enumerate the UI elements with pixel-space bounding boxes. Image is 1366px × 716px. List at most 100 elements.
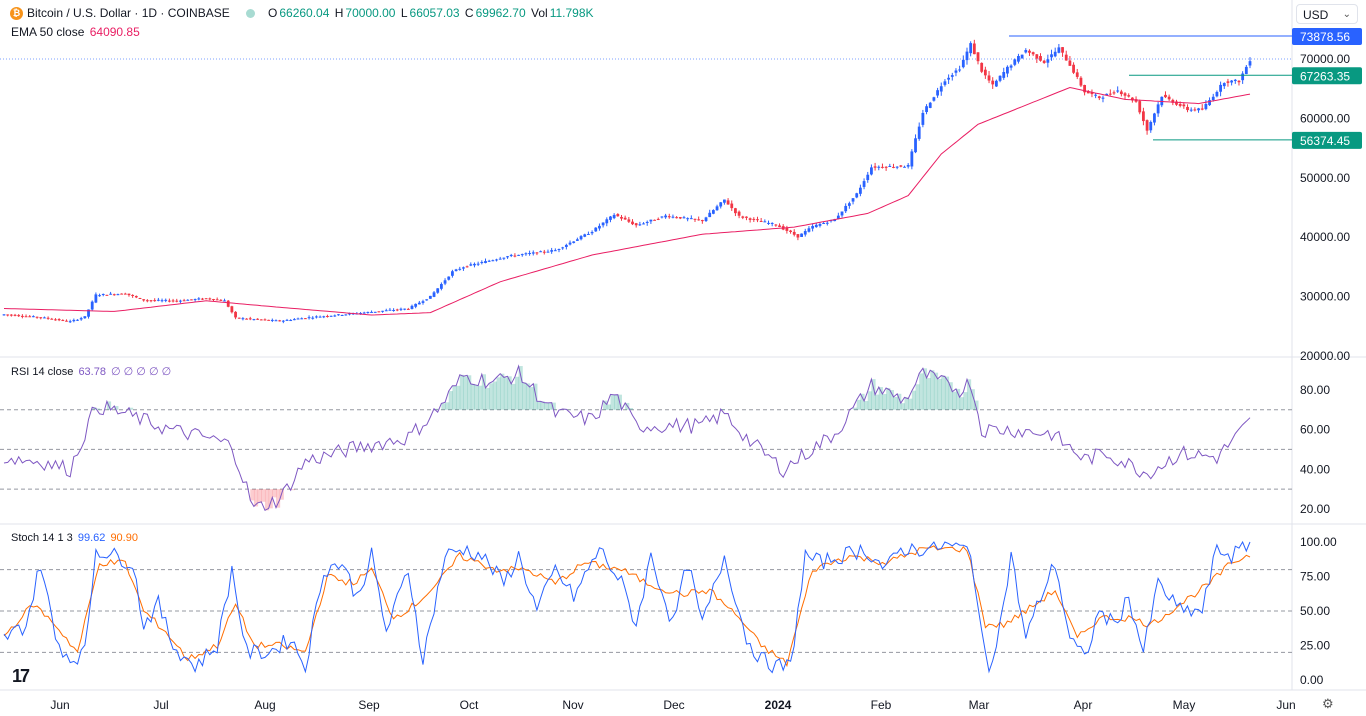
settings-gear-icon[interactable]: ⚙ [1322, 696, 1334, 711]
rsi-overbought-fill [114, 406, 119, 410]
rsi-extras: ∅ ∅ ∅ ∅ ∅ [111, 366, 172, 378]
candle-up [925, 106, 928, 113]
price-level-label: 73878.56 [1300, 30, 1350, 44]
candle-up [870, 167, 873, 175]
stoch-tick-label: 25.00 [1300, 639, 1330, 653]
candle-down [737, 211, 741, 216]
candle-up [847, 203, 851, 206]
symbol-title[interactable]: Bitcoin / U.S. Dollar · 1D · COINBASE [27, 6, 232, 20]
candle-up [840, 211, 844, 216]
candle-up [770, 222, 774, 224]
candle-up [851, 198, 855, 202]
candle-down [138, 298, 142, 300]
time-axis-label: Mar [969, 698, 990, 712]
stoch-d-line [3, 545, 1251, 668]
candle-down [182, 300, 186, 302]
time-axis-label: Apr [1074, 698, 1093, 712]
candle-up [818, 223, 822, 226]
rsi-overbought-fill [529, 387, 534, 410]
candle-down [212, 299, 215, 301]
rsi-overbought-fill [514, 376, 520, 410]
candle-down [28, 316, 32, 318]
candle-up [451, 271, 454, 276]
candle-up [384, 310, 388, 312]
candle-up [285, 319, 289, 321]
rsi-overbought-fill [485, 387, 490, 410]
candle-up [1013, 59, 1017, 65]
candle-down [230, 306, 234, 313]
rsi-overbought-fill [452, 385, 457, 410]
rsi-overbought-fill [481, 374, 486, 410]
rsi-overbought-fill [911, 390, 917, 410]
open-value: 66260.04 [279, 6, 330, 20]
candle-down [201, 298, 204, 300]
candle-down [234, 311, 237, 318]
rsi-legend[interactable]: RSI 14 close 63.78 ∅ ∅ ∅ ∅ ∅ [11, 365, 173, 378]
candle-up [855, 193, 859, 198]
candle-up [223, 300, 226, 302]
candle-up [417, 302, 421, 305]
candle-up [682, 217, 686, 219]
price-level-label: 56374.45 [1300, 134, 1350, 148]
candle-up [366, 311, 370, 313]
candle-up [116, 294, 120, 296]
open-label: O [268, 6, 278, 20]
candle-up [292, 319, 296, 321]
stoch-k-line [3, 540, 1251, 674]
candle-down [774, 224, 778, 226]
candle-down [1186, 106, 1189, 111]
candle-up [836, 215, 840, 219]
rsi-oversold-fill [261, 489, 266, 502]
candle-up [109, 293, 112, 295]
rsi-overbought-fill [915, 384, 920, 410]
candle-down [50, 318, 54, 320]
tradingview-logo-icon[interactable]: 17 [12, 666, 30, 686]
candle-down [245, 318, 248, 320]
candle-down [1075, 72, 1079, 77]
candle-down [39, 317, 43, 319]
candle-up [811, 226, 815, 229]
candle-down [756, 219, 759, 221]
candle-up [462, 267, 465, 269]
candle-down [326, 316, 329, 318]
candle-down [667, 216, 671, 218]
candle-up [994, 80, 998, 87]
rsi-overbought-fill [867, 391, 872, 410]
rsi-overbought-fill [525, 383, 531, 410]
candle-up [583, 234, 587, 237]
candle-up [447, 276, 451, 280]
time-axis-label: May [1173, 698, 1196, 712]
ema-legend[interactable]: EMA 50 close 64090.85 [11, 25, 142, 39]
rsi-overbought-fill [441, 403, 446, 410]
time-axis-label: Sep [358, 698, 380, 712]
candle-up [311, 317, 315, 319]
candle-up [392, 309, 396, 311]
rsi-tick-label: 60.00 [1300, 423, 1330, 437]
candle-up [958, 69, 962, 71]
candle-up [671, 216, 675, 218]
rsi-overbought-fill [974, 400, 979, 410]
candle-up [381, 310, 384, 312]
candle-up [1009, 65, 1013, 68]
rsi-overbought-fill [459, 374, 464, 410]
candle-up [664, 215, 667, 218]
candle-down [1068, 60, 1072, 66]
rsi-overbought-fill [467, 375, 472, 410]
candle-down [127, 293, 131, 296]
candle-down [145, 300, 149, 302]
candle-up [68, 321, 72, 323]
rsi-overbought-fill [963, 392, 968, 410]
candle-up [575, 239, 579, 241]
candle-down [259, 319, 263, 321]
candle-down [616, 214, 620, 217]
candle-down [208, 298, 212, 300]
candle-up [564, 244, 568, 247]
candle-down [105, 294, 109, 296]
candle-up [252, 319, 256, 321]
rsi-overbought-fill [900, 403, 906, 410]
candle-down [697, 219, 701, 221]
stoch-legend[interactable]: Stoch 14 1 3 99.62 90.90 [11, 532, 140, 544]
candle-down [748, 218, 752, 220]
currency-select[interactable]: USD ⌄ [1296, 4, 1358, 24]
